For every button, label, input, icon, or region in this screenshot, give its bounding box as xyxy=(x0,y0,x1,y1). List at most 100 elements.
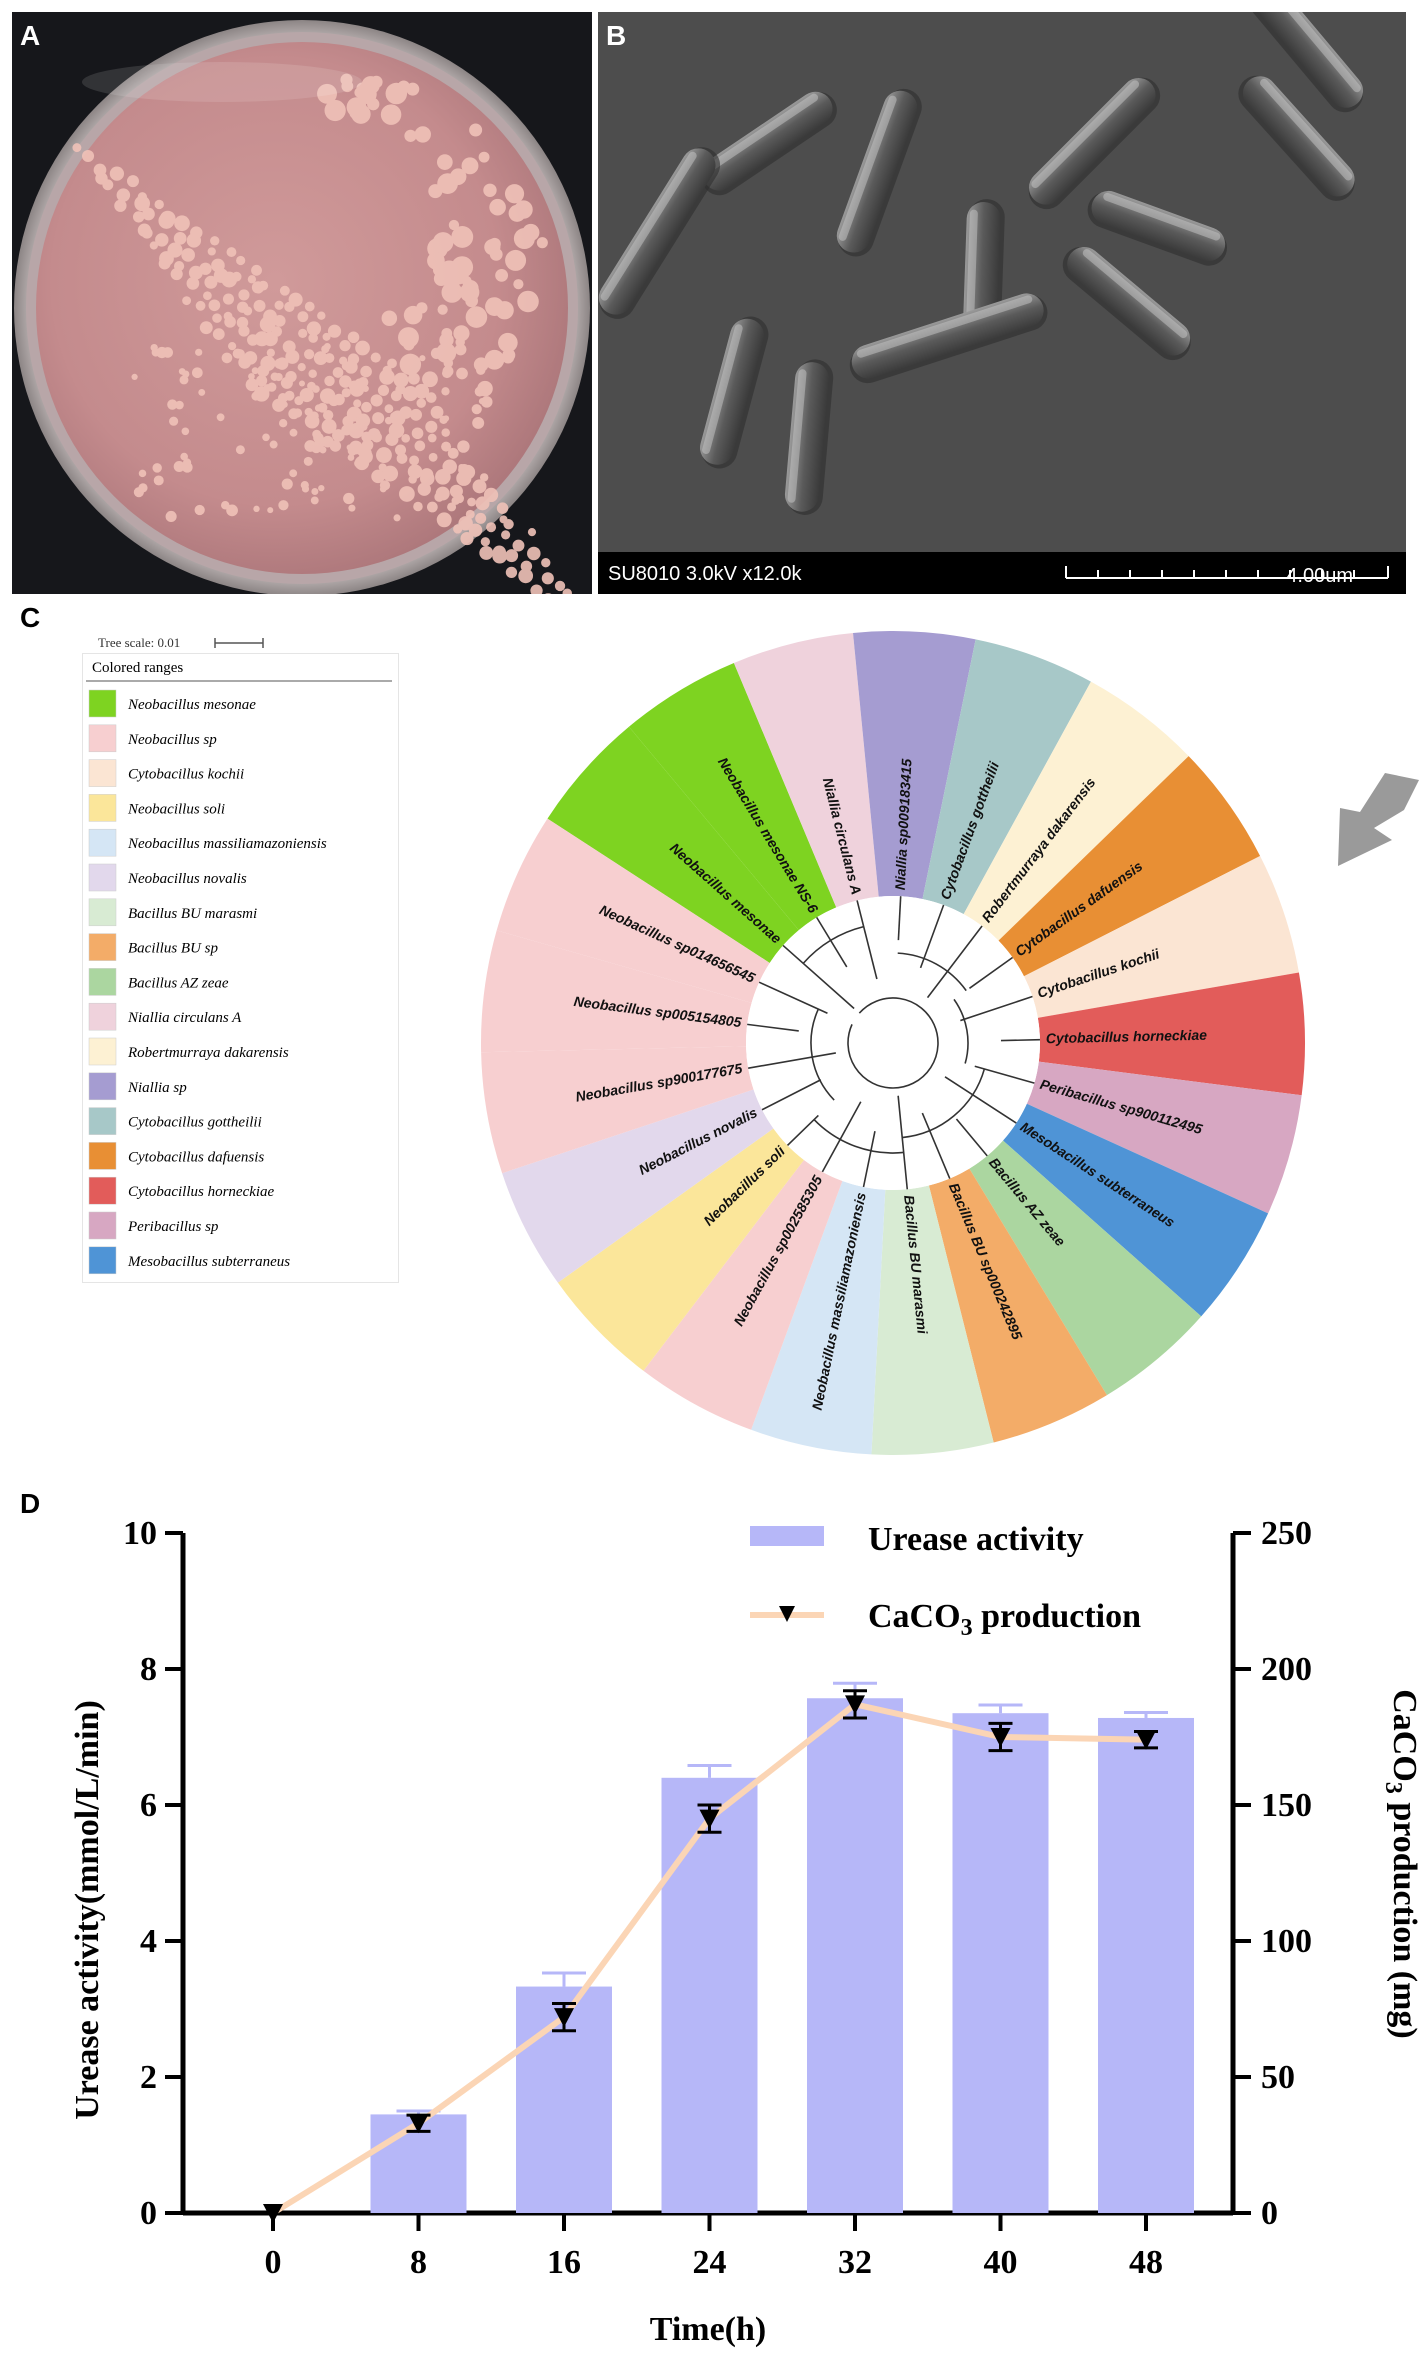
colony xyxy=(384,404,394,413)
colony xyxy=(232,348,243,359)
tree-branch xyxy=(821,1101,862,1173)
tree-scale-label: Tree scale: 0.01 xyxy=(98,635,180,650)
colony xyxy=(281,478,293,490)
colony xyxy=(447,447,459,459)
sem-illustration: SU8010 3.0kV x12.0k 4.00um xyxy=(598,12,1406,594)
colony xyxy=(310,496,319,505)
legend-caco3-marker xyxy=(779,1606,795,1622)
colony xyxy=(288,341,295,348)
y2-tick-label: 100 xyxy=(1261,1923,1312,1960)
colony xyxy=(407,464,423,479)
tree-sector xyxy=(871,1185,994,1455)
tree-sector xyxy=(751,1181,886,1455)
colony xyxy=(308,333,318,343)
legend-swatch xyxy=(88,828,117,857)
tree-internal-branch xyxy=(813,1119,904,1154)
colony xyxy=(238,355,252,369)
chart-legend: Urease activity CaCO3 production xyxy=(750,1521,1141,1641)
colony xyxy=(285,349,300,364)
legend-swatch xyxy=(88,1002,117,1031)
colony xyxy=(478,151,490,163)
panel-label-a: A xyxy=(20,20,41,51)
colony xyxy=(169,416,179,426)
colony xyxy=(304,440,317,452)
colony xyxy=(492,548,508,564)
x-tick-label: 24 xyxy=(693,2244,727,2281)
x-tick-label: 8 xyxy=(410,2244,427,2281)
legend-swatch xyxy=(88,1142,117,1170)
colony xyxy=(434,492,445,502)
tree-branch xyxy=(761,1079,822,1111)
colony xyxy=(297,311,309,323)
colony xyxy=(152,463,162,473)
colony xyxy=(116,188,131,202)
colony xyxy=(370,352,381,363)
tree-sector xyxy=(496,818,770,1003)
colony xyxy=(253,505,260,513)
colony xyxy=(447,502,457,512)
colony xyxy=(221,271,238,288)
colony xyxy=(404,129,417,142)
tree-branch xyxy=(926,925,983,999)
tree-internal-branch xyxy=(802,925,864,964)
colony xyxy=(179,375,189,385)
colony xyxy=(471,404,482,415)
colony xyxy=(370,75,383,89)
colony xyxy=(439,415,448,425)
tree-internal-branch xyxy=(902,1068,986,1139)
y-axis-title: Urease activity(mmol/L/min) xyxy=(69,1700,106,2120)
colony xyxy=(384,416,393,425)
bacterium-rod xyxy=(1238,75,1355,201)
y-tick-label: 0 xyxy=(140,2195,157,2232)
colony xyxy=(371,431,382,443)
colony xyxy=(458,463,471,476)
colony xyxy=(356,82,368,94)
colony xyxy=(274,358,285,369)
colony xyxy=(397,80,410,93)
colony xyxy=(304,413,320,429)
colony xyxy=(327,324,342,338)
colony xyxy=(454,343,467,356)
colony xyxy=(323,342,331,350)
colony xyxy=(414,440,426,452)
colony xyxy=(251,264,262,276)
tree-leaf-label: Cytobacillus horneckiae xyxy=(1046,1027,1208,1047)
colony xyxy=(441,441,452,452)
tree-internal-branch xyxy=(897,952,967,992)
colony xyxy=(439,260,459,280)
colony xyxy=(414,126,431,143)
colony xyxy=(478,398,486,405)
colony xyxy=(251,281,265,294)
colony xyxy=(216,413,225,422)
colony xyxy=(246,379,254,387)
tree-branch xyxy=(897,896,902,941)
legend-label: Niallia sp xyxy=(127,1080,187,1096)
colony xyxy=(165,510,177,523)
colony xyxy=(425,420,438,433)
bacterium-rod xyxy=(963,199,1005,336)
colony xyxy=(207,247,216,256)
bacterium-rod xyxy=(1249,12,1364,113)
colony xyxy=(396,453,408,464)
colony xyxy=(390,390,402,402)
tree-sector xyxy=(547,726,799,963)
colony xyxy=(142,207,155,221)
plate-illustration xyxy=(12,12,592,594)
tree-branch xyxy=(786,1114,819,1146)
urease-bar xyxy=(952,1713,1049,2213)
sem-scale-bar xyxy=(1065,566,1389,579)
colony xyxy=(393,372,409,388)
colony xyxy=(394,444,407,456)
colony xyxy=(236,316,249,329)
colony xyxy=(454,493,465,504)
colony xyxy=(403,339,415,351)
colony xyxy=(361,431,372,443)
colony xyxy=(194,504,205,516)
colony xyxy=(203,291,212,301)
colony xyxy=(181,461,193,473)
colony xyxy=(155,233,169,247)
colony xyxy=(158,212,175,229)
colony xyxy=(451,226,474,248)
colony xyxy=(541,558,551,568)
